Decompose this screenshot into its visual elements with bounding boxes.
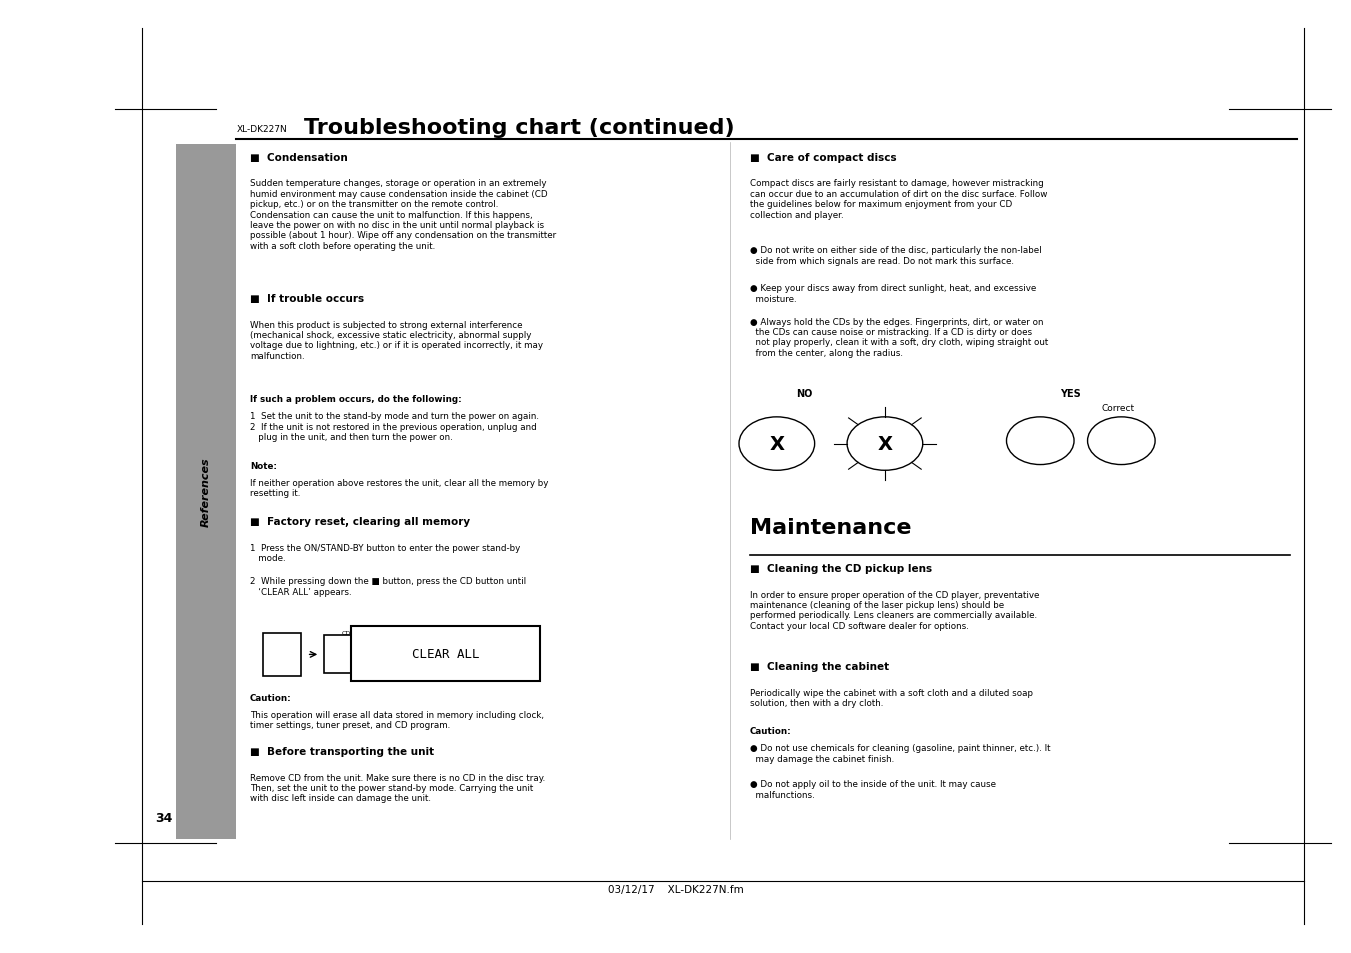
Text: X: X <box>877 435 893 454</box>
Text: 03/12/17    XL-DK227N.fm: 03/12/17 XL-DK227N.fm <box>608 884 743 894</box>
Text: Remove CD from the unit. Make sure there is no CD in the disc tray.
Then, set th: Remove CD from the unit. Make sure there… <box>250 773 546 802</box>
Bar <box>176 145 236 839</box>
Bar <box>263 634 301 677</box>
Text: Troubleshooting chart (continued): Troubleshooting chart (continued) <box>304 118 735 138</box>
Text: When this product is subjected to strong external interference
(mechanical shock: When this product is subjected to strong… <box>250 320 543 360</box>
Text: YES: YES <box>1061 389 1081 398</box>
Text: Compact discs are fairly resistant to damage, however mistracking
can occur due : Compact discs are fairly resistant to da… <box>750 179 1047 219</box>
Text: Note:: Note: <box>250 461 277 470</box>
Text: ● Do not apply oil to the inside of the unit. It may cause
  malfunctions.: ● Do not apply oil to the inside of the … <box>750 780 996 799</box>
Text: X: X <box>769 435 785 454</box>
Bar <box>324 636 367 674</box>
Text: ● Do not write on either side of the disc, particularly the non-label
  side fro: ● Do not write on either side of the dis… <box>750 246 1042 265</box>
Bar <box>351 626 540 681</box>
Text: Sudden temperature changes, storage or operation in an extremely
humid environme: Sudden temperature changes, storage or o… <box>250 179 557 251</box>
Text: Caution:: Caution: <box>250 693 292 701</box>
Text: Maintenance: Maintenance <box>750 517 912 537</box>
Text: NO: NO <box>796 389 812 398</box>
Text: ■  If trouble occurs: ■ If trouble occurs <box>250 294 363 303</box>
Text: ● Always hold the CDs by the edges. Fingerprints, dirt, or water on
  the CDs ca: ● Always hold the CDs by the edges. Fing… <box>750 317 1048 357</box>
Text: ■  Condensation: ■ Condensation <box>250 152 347 162</box>
Text: In order to ensure proper operation of the CD player, preventative
maintenance (: In order to ensure proper operation of t… <box>750 590 1039 630</box>
Text: ● Keep your discs away from direct sunlight, heat, and excessive
  moisture.: ● Keep your discs away from direct sunli… <box>750 284 1036 303</box>
Text: ■  Cleaning the CD pickup lens: ■ Cleaning the CD pickup lens <box>750 563 932 573</box>
Text: 1  Press the ON/STAND-BY button to enter the power stand-by
   mode.: 1 Press the ON/STAND-BY button to enter … <box>250 543 520 562</box>
Text: CLEAR ALL: CLEAR ALL <box>412 647 480 660</box>
Text: ■  Care of compact discs: ■ Care of compact discs <box>750 152 897 162</box>
Text: Caution:: Caution: <box>750 726 792 735</box>
Text: Correct: Correct <box>1101 403 1135 412</box>
Text: This operation will erase all data stored in memory including clock,
timer setti: This operation will erase all data store… <box>250 710 544 729</box>
Text: If neither operation above restores the unit, clear all the memory by
resetting : If neither operation above restores the … <box>250 478 549 497</box>
Text: ■  Factory reset, clearing all memory: ■ Factory reset, clearing all memory <box>250 517 470 526</box>
Text: 1  Set the unit to the stand-by mode and turn the power on again.
2  If the unit: 1 Set the unit to the stand-by mode and … <box>250 412 539 441</box>
Text: If such a problem occurs, do the following:: If such a problem occurs, do the followi… <box>250 395 462 403</box>
Text: ■  Before transporting the unit: ■ Before transporting the unit <box>250 746 434 756</box>
Text: XL-DK227N: XL-DK227N <box>236 125 288 133</box>
Text: ● Do not use chemicals for cleaning (gasoline, paint thinner, etc.). It
  may da: ● Do not use chemicals for cleaning (gas… <box>750 743 1050 762</box>
Text: ■  Cleaning the cabinet: ■ Cleaning the cabinet <box>750 661 889 671</box>
Text: 2  While pressing down the ■ button, press the CD button until
   ‘CLEAR ALL’ ap: 2 While pressing down the ■ button, pres… <box>250 577 526 596</box>
Text: Periodically wipe the cabinet with a soft cloth and a diluted soap
solution, the: Periodically wipe the cabinet with a sof… <box>750 688 1032 707</box>
Text: CD: CD <box>342 631 350 636</box>
Text: 34: 34 <box>155 811 173 824</box>
Text: References: References <box>201 457 211 526</box>
